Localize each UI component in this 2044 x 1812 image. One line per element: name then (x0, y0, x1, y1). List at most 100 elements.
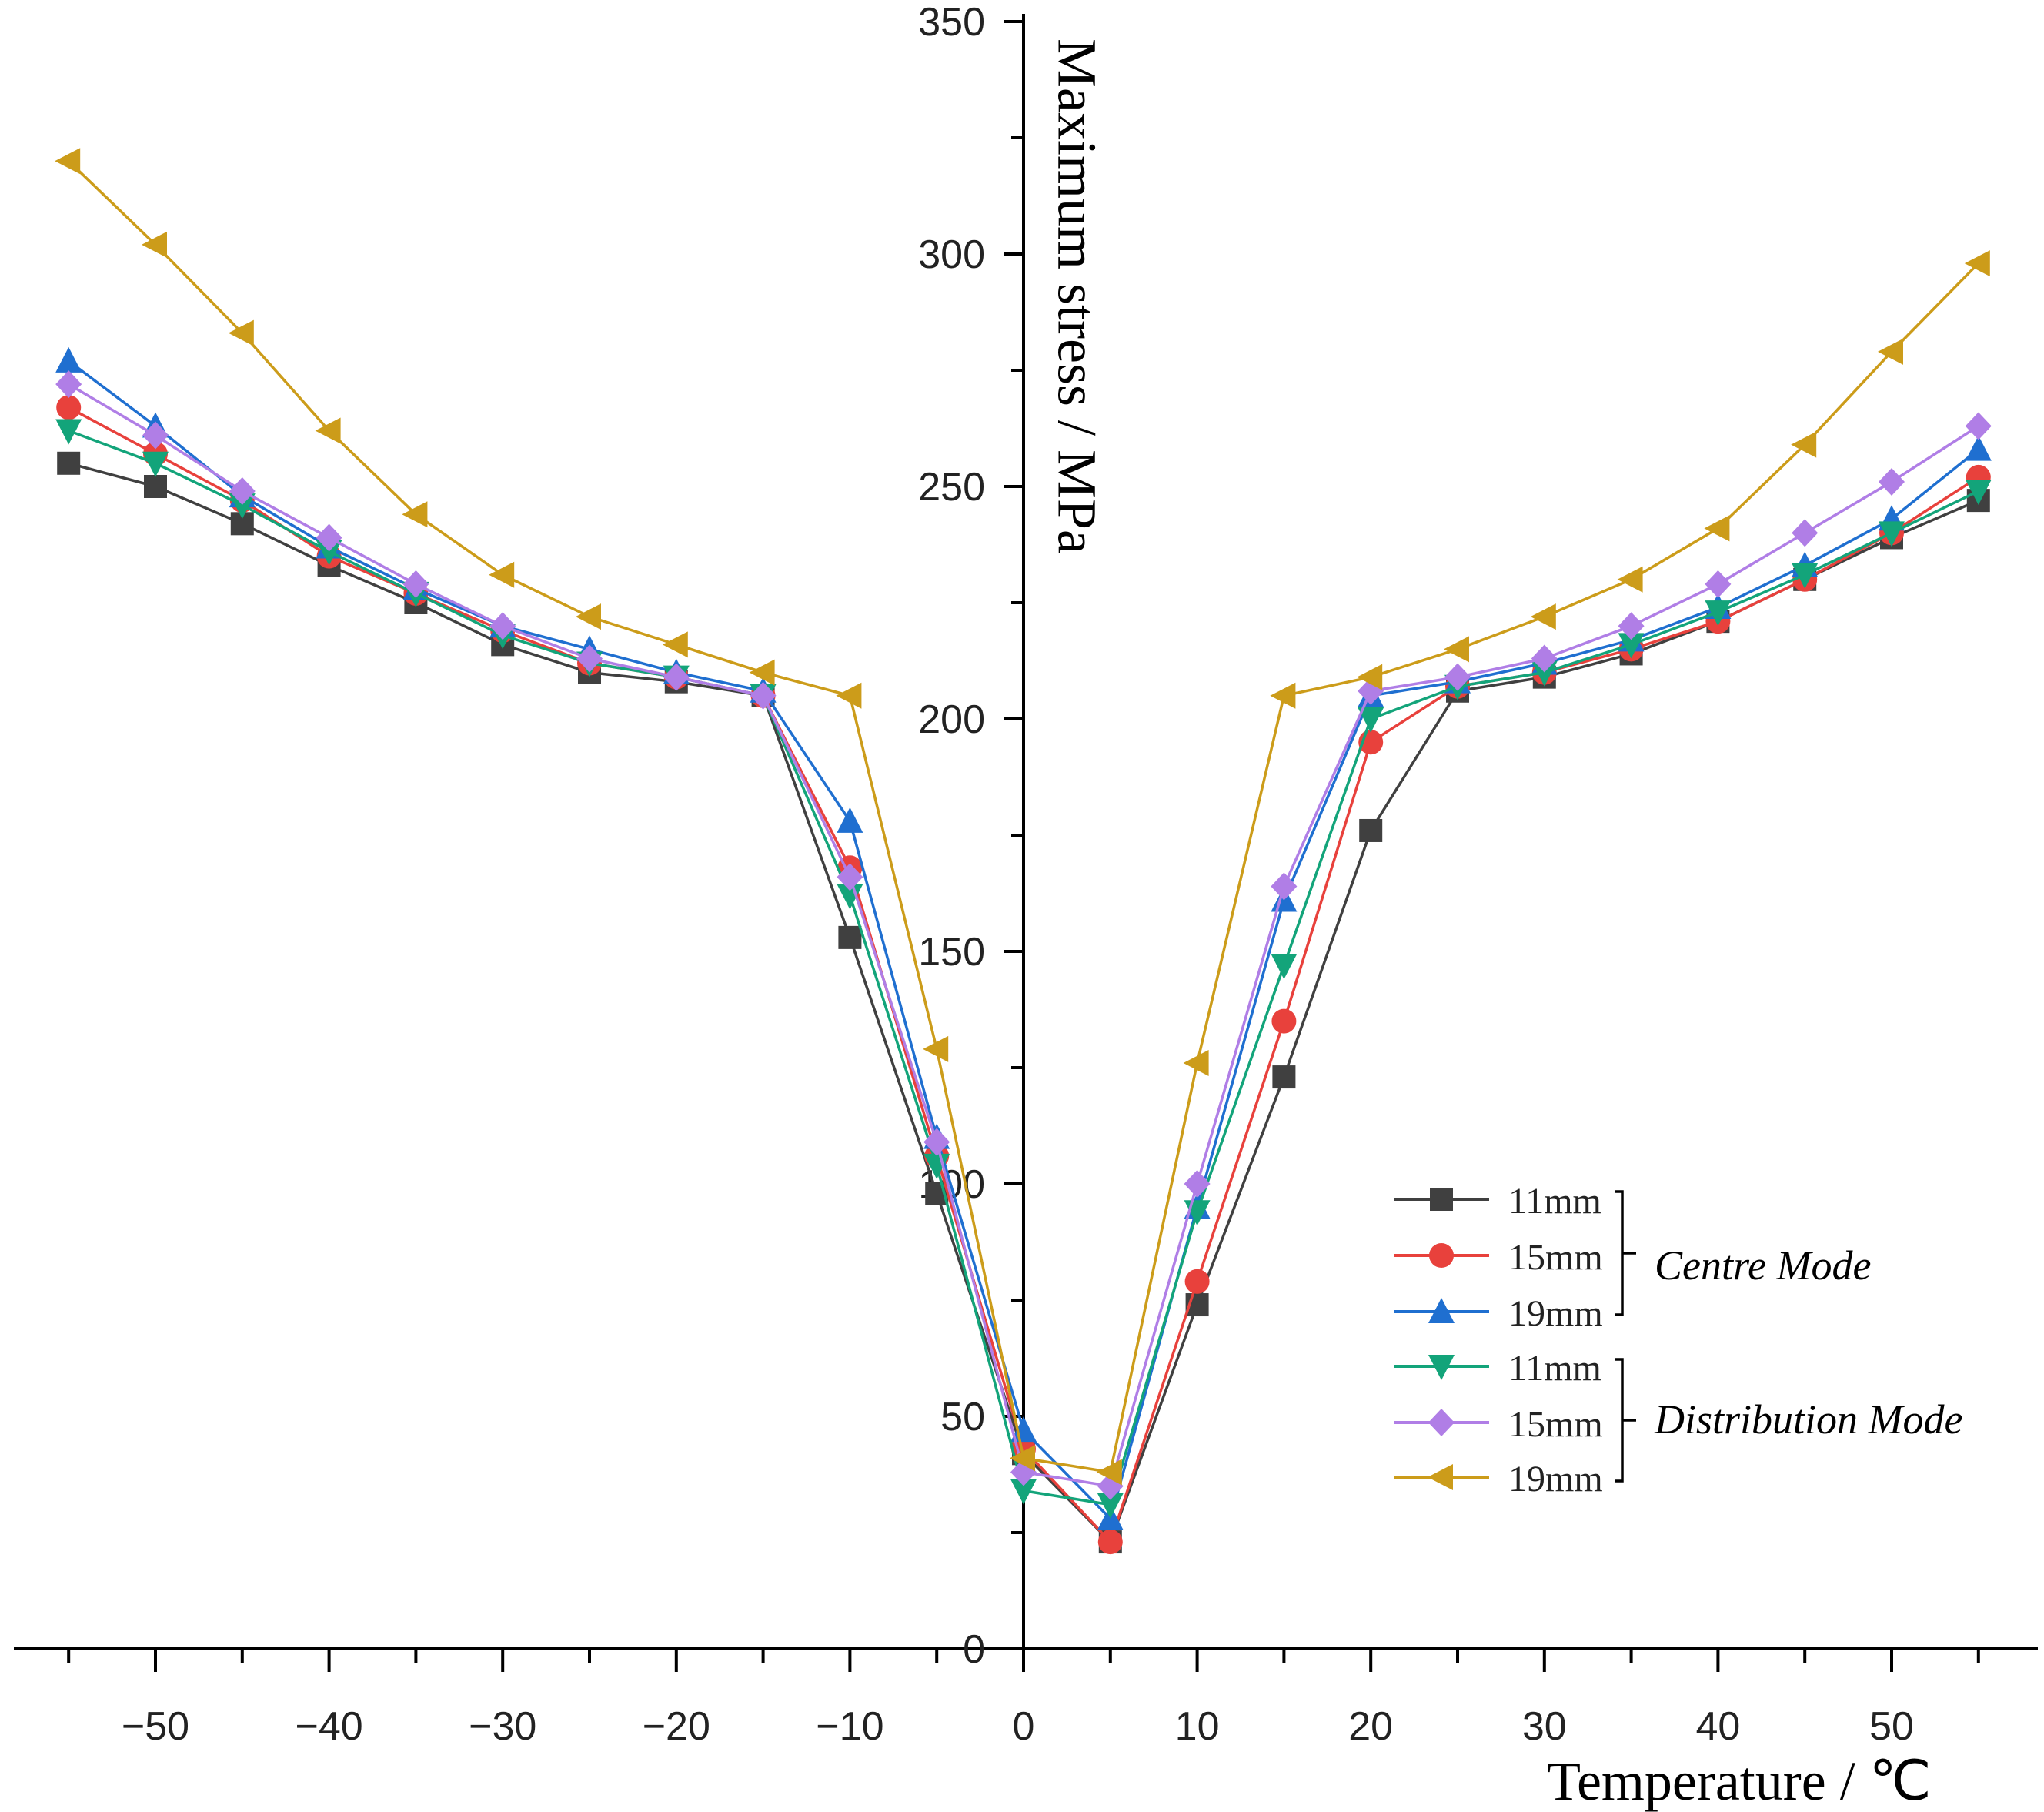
data-point (1965, 480, 1992, 506)
data-point (837, 863, 863, 891)
y-tick-label: 200 (918, 697, 985, 742)
y-tick-label: 300 (918, 232, 985, 277)
data-point (1097, 1530, 1123, 1555)
data-point (923, 1128, 950, 1156)
data-point (1184, 1170, 1211, 1198)
data-point (316, 540, 342, 566)
legend-label: 11mm (1508, 1348, 1601, 1389)
data-point (1357, 664, 1383, 690)
legend-label: 15mm (1508, 1237, 1603, 1278)
data-point (1617, 566, 1643, 593)
data-point (142, 451, 169, 477)
data-point (662, 631, 688, 658)
data-point (229, 493, 256, 520)
data-point (489, 561, 515, 588)
data-point (229, 477, 256, 506)
y-tick-label: 0 (963, 1627, 985, 1672)
data-point (750, 681, 777, 710)
series-layer (55, 148, 1992, 1555)
data-point (56, 395, 82, 420)
data-point (316, 523, 342, 552)
data-point (1010, 1445, 1035, 1472)
legend-marker (1430, 1188, 1453, 1211)
legend-marker (1429, 1243, 1454, 1268)
data-point (1965, 412, 1992, 440)
data-point (55, 148, 81, 175)
centre-mode-bracket (1615, 1190, 1636, 1316)
x-tick-label: 50 (1869, 1704, 1914, 1749)
y-tick-label: 250 (918, 465, 985, 510)
x-tick-label: 0 (1013, 1704, 1035, 1749)
x-tick-label: −20 (643, 1704, 710, 1749)
y-tick-label: 350 (918, 0, 985, 45)
data-point (1705, 600, 1732, 627)
data-point (1271, 954, 1298, 980)
x-tick-label: −10 (816, 1704, 883, 1749)
legend-label: 19mm (1508, 1459, 1603, 1499)
data-point (1792, 563, 1819, 589)
x-tick-label: 10 (1175, 1704, 1220, 1749)
legend-label: 11mm (1508, 1181, 1601, 1222)
data-point (1272, 1065, 1296, 1089)
data-point (1359, 818, 1383, 842)
data-point (57, 451, 81, 475)
data-point (1010, 1479, 1037, 1505)
data-point (402, 501, 428, 528)
data-point (663, 663, 690, 691)
data-point (1097, 1493, 1124, 1519)
data-point (749, 659, 775, 686)
legend-label: 19mm (1508, 1293, 1603, 1334)
data-point (837, 807, 863, 833)
legend-marker (1428, 1355, 1455, 1380)
data-point (836, 682, 862, 709)
y-tick-label: 50 (940, 1395, 985, 1439)
y-axis-title: Maximum stress / MPa (1046, 38, 1107, 554)
data-point (1618, 633, 1645, 659)
data-point (1965, 435, 1992, 461)
data-point (1531, 660, 1558, 687)
data-point (1531, 644, 1558, 673)
data-point (144, 475, 167, 498)
legend-group-label: Distribution Mode (1654, 1396, 1963, 1443)
data-point (1183, 1049, 1209, 1076)
series-5 (55, 370, 1992, 1500)
data-point (55, 346, 82, 373)
legend-marker (1428, 1298, 1455, 1323)
data-point (402, 570, 429, 598)
data-point (489, 612, 516, 640)
data-point (1792, 519, 1819, 547)
x-tick-label: 20 (1348, 1704, 1393, 1749)
data-point (1791, 431, 1817, 458)
legend-marker (1428, 1464, 1453, 1490)
data-point (576, 603, 601, 630)
data-point (923, 1035, 949, 1062)
data-point (315, 417, 341, 444)
x-tick-label: −40 (295, 1704, 362, 1749)
data-point (228, 319, 254, 346)
data-point (1270, 682, 1296, 709)
data-point (142, 421, 169, 450)
data-point (1444, 663, 1471, 691)
data-point (837, 884, 863, 910)
data-point (1705, 570, 1732, 598)
data-point (1964, 250, 1990, 277)
data-point (1879, 521, 1905, 547)
x-tick-label: 40 (1695, 1704, 1740, 1749)
legend-marker (1428, 1409, 1455, 1436)
series-6 (55, 148, 1990, 1486)
y-tick-label: 150 (918, 930, 985, 975)
data-point (142, 231, 167, 258)
x-axis-title: Temperature / ℃ (1547, 1750, 1932, 1812)
data-point (1010, 1416, 1037, 1443)
data-point (55, 370, 82, 399)
data-point (1530, 603, 1556, 630)
data-point (1096, 1459, 1122, 1486)
x-tick-label: 30 (1522, 1704, 1567, 1749)
data-point (576, 644, 603, 673)
data-point (55, 419, 82, 445)
data-point (1358, 707, 1384, 733)
data-point (1878, 338, 1903, 365)
data-point (1444, 636, 1469, 663)
data-point (1271, 1008, 1297, 1034)
